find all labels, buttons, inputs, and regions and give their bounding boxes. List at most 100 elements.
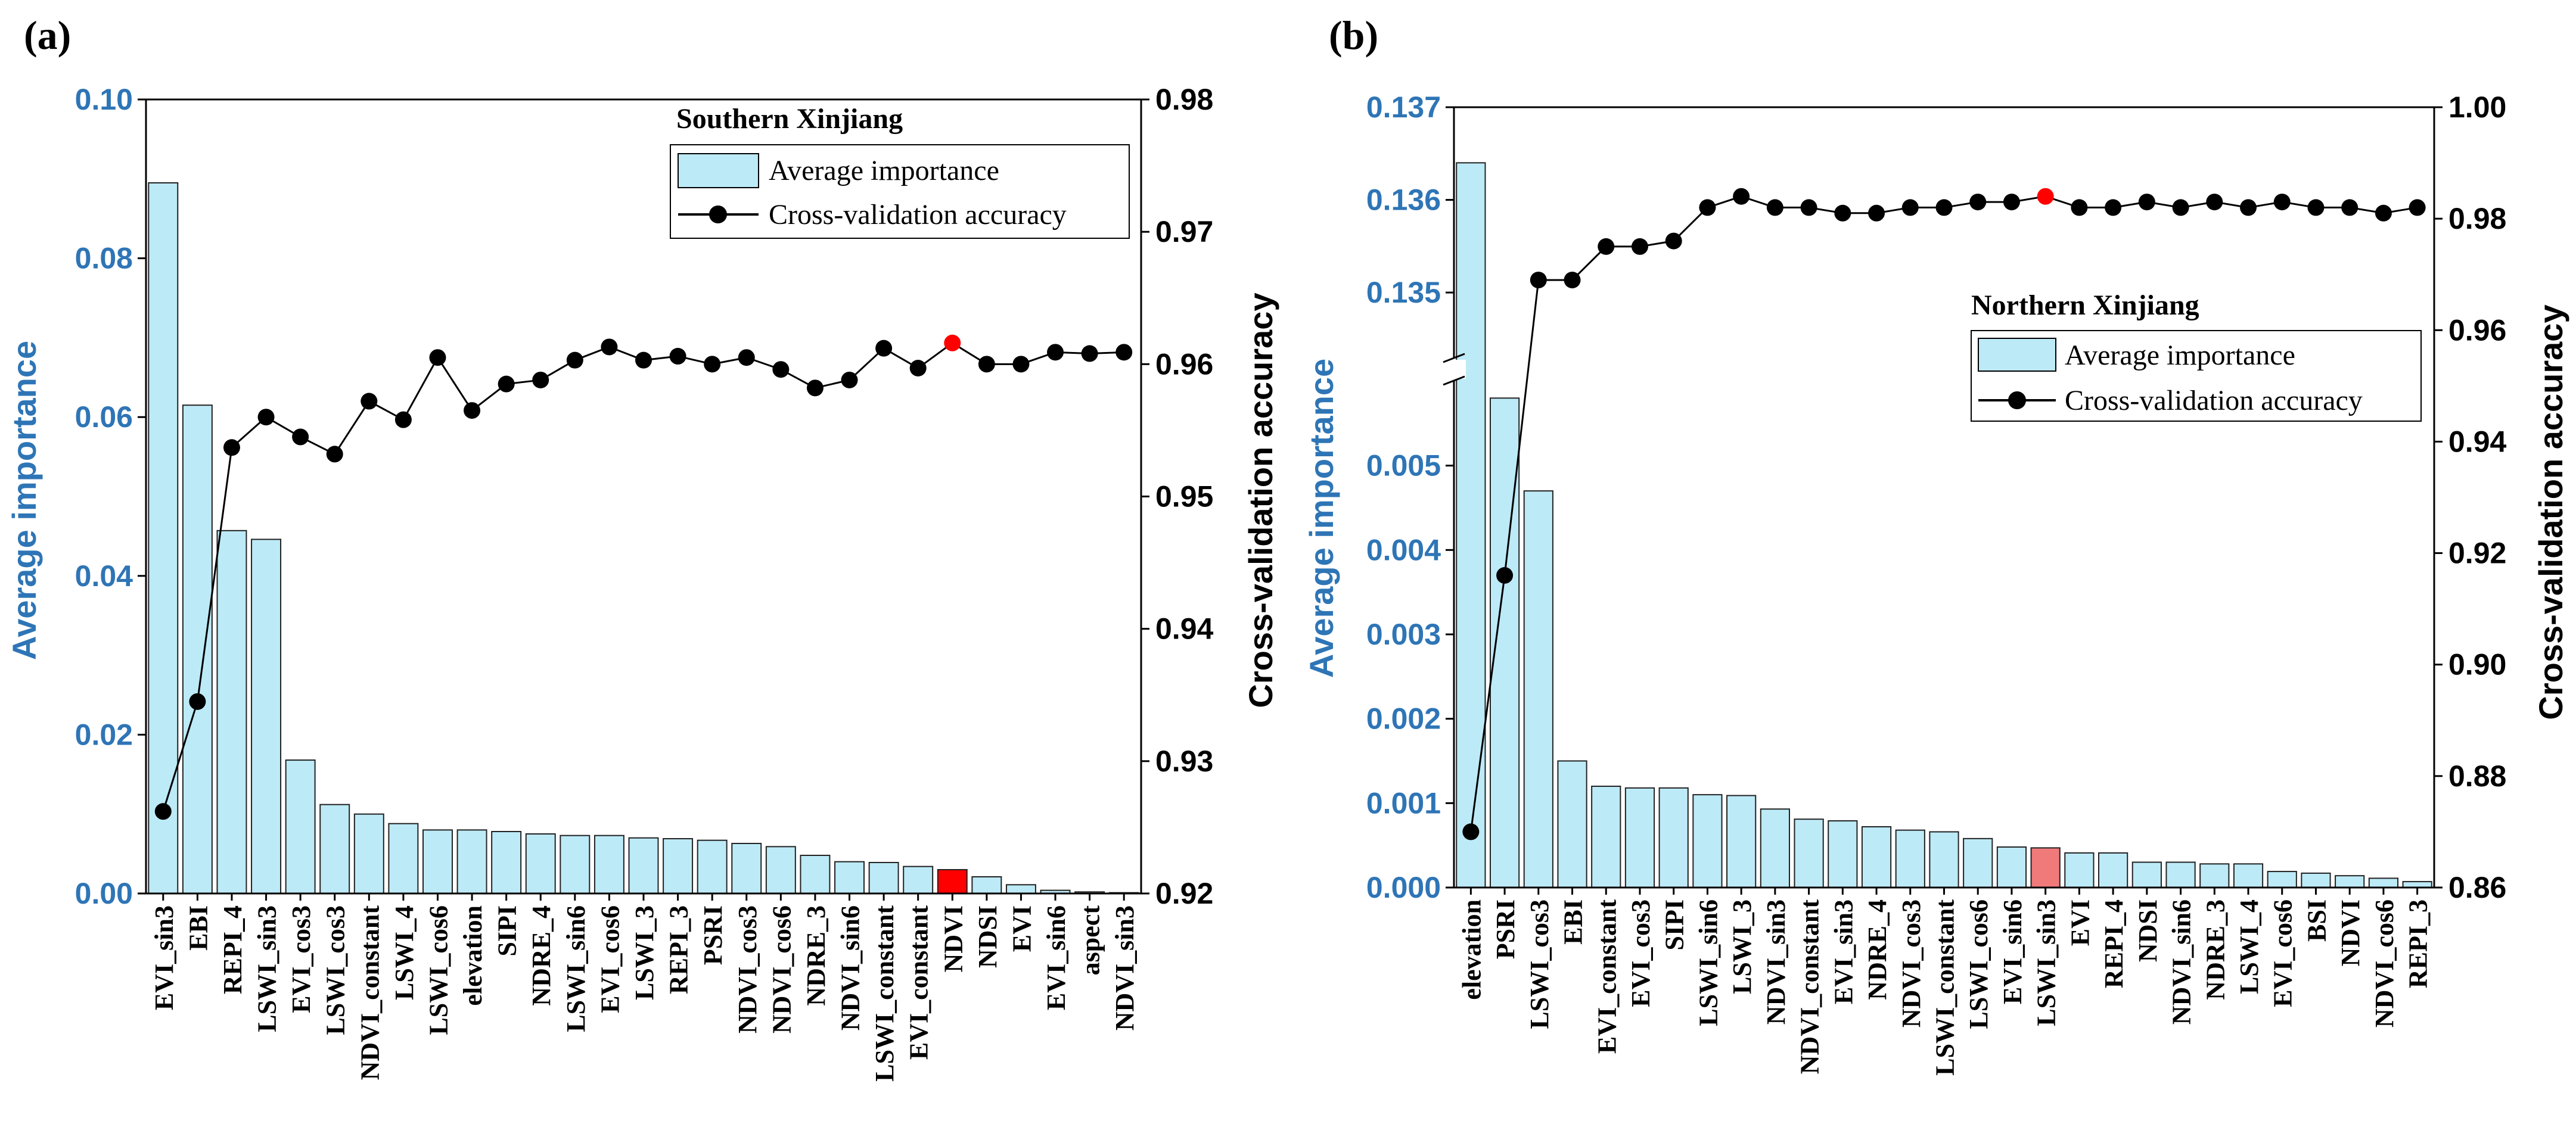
y-tick-label: 0.001 bbox=[1366, 786, 1441, 820]
y2-tick-label: 0.97 bbox=[1155, 215, 1213, 248]
accuracy-point-LSWI_constant bbox=[875, 340, 893, 357]
x-tick-label-EVI_cos6: EVI_cos6 bbox=[595, 905, 624, 1013]
x-tick-label-NDVI_sin3: NDVI_sin3 bbox=[1761, 899, 1791, 1025]
x-tick-label-EVI: EVI bbox=[2065, 899, 2095, 946]
y2-tick-label: 0.96 bbox=[1155, 347, 1213, 381]
bar-NDVI_sin6 bbox=[2165, 861, 2196, 888]
x-tick-label-REPI_3: REPI_3 bbox=[664, 905, 694, 994]
accuracy-point-LSWI_sin6 bbox=[1699, 199, 1716, 216]
bar-NDVI_sin3 bbox=[1760, 808, 1790, 888]
bar-REPI_3 bbox=[663, 838, 694, 894]
x-tick-label-NDRE_4: NDRE_4 bbox=[1863, 899, 1892, 1000]
x-tick-label-elevation: elevation bbox=[458, 905, 487, 1006]
accuracy-point-NDVI_sin6 bbox=[841, 371, 858, 388]
bar-LSWI_4 bbox=[2233, 863, 2264, 889]
x-tick-label-EVI_cos3: EVI_cos3 bbox=[1626, 899, 1655, 1007]
bar-NDVI_cos6 bbox=[2368, 877, 2399, 888]
accuracy-point-BSI bbox=[2307, 199, 2325, 216]
bar-NDVI bbox=[937, 869, 968, 895]
bar-NDVI_sin6 bbox=[834, 861, 865, 895]
panel-b-legend-title: Northern Xinjiang bbox=[1971, 289, 2199, 321]
x-tick-label-BSI: BSI bbox=[2302, 899, 2331, 942]
accuracy-point-LSWI_4 bbox=[394, 411, 412, 428]
accuracy-point-LSWI_cos6 bbox=[1969, 194, 1987, 211]
x-tick-label-NDVI_cos3: NDVI_cos3 bbox=[1897, 899, 1926, 1028]
x-tick-label-NDSI: NDSI bbox=[2133, 899, 2162, 962]
bar-EBI bbox=[1557, 760, 1587, 888]
accuracy-point-EVI_cos3 bbox=[292, 428, 309, 446]
bar-EVI_cos6 bbox=[2267, 871, 2297, 889]
x-tick-label-EVI_sin6: EVI_sin6 bbox=[1998, 899, 2027, 1004]
accuracy-point-PSRI bbox=[704, 356, 721, 373]
accuracy-point-LSWI_cos3 bbox=[326, 446, 343, 463]
x-tick-label-aspect: aspect bbox=[1076, 905, 1105, 976]
panel-a-y2label: Cross-validation accuracy bbox=[1242, 292, 1279, 708]
accuracy-point-NDVI bbox=[944, 334, 961, 351]
accuracy-point-PSRI bbox=[1496, 567, 1514, 584]
x-tick-label-LSWI_3: LSWI_3 bbox=[1727, 899, 1757, 994]
bar-LSWI_3 bbox=[1726, 795, 1757, 889]
bar-EVI_sin6 bbox=[1996, 846, 2027, 888]
accuracy-point-NDVI bbox=[2341, 199, 2359, 216]
panel-b-label: (b) bbox=[1329, 13, 1378, 58]
bar-NDSI bbox=[2131, 861, 2162, 888]
accuracy-point-LSWI_cos6 bbox=[429, 349, 446, 366]
y2-tick-label: 0.96 bbox=[2448, 313, 2506, 347]
accuracy-point-LSWI_3 bbox=[1733, 188, 1750, 205]
y2-tick-label: 0.93 bbox=[1155, 745, 1213, 778]
bar-LSWI_sin3 bbox=[251, 538, 282, 894]
y2-tick-label: 0.94 bbox=[2448, 425, 2507, 458]
accuracy-point-NDVI_cos6 bbox=[2375, 204, 2392, 222]
accuracy-point-EVI_constant bbox=[909, 359, 927, 376]
bar-NDRE_4 bbox=[1861, 826, 1892, 888]
x-tick-label-NDRE_4: NDRE_4 bbox=[527, 905, 556, 1006]
x-tick-label-NDVI_sin6: NDVI_sin6 bbox=[2167, 899, 2196, 1025]
accuracy-point-LSWI_cos3 bbox=[1530, 272, 1547, 289]
accuracy-point-NDVI_constant bbox=[1800, 199, 1817, 216]
x-tick-label-LSWI_sin3: LSWI_sin3 bbox=[253, 905, 282, 1032]
y-tick-label: 0.00 bbox=[75, 877, 133, 910]
panel-a-chart: (a) 0.00 0.02 0.04 0.06 0.08 0.10 0.92 0.93 0.94… bbox=[5, 13, 1279, 1082]
accuracy-point-NDRE_4 bbox=[532, 371, 549, 388]
panel-a-legend-line-label: Cross-validation accuracy bbox=[769, 199, 1067, 231]
bar-SIPI bbox=[1658, 787, 1689, 889]
panel-a-ylabel: Average importance bbox=[5, 341, 43, 660]
y-tick-label: 0.10 bbox=[75, 83, 133, 116]
x-tick-label-NDVI_constant: NDVI_constant bbox=[355, 905, 384, 1081]
panel-b-legend-bar-label: Average importance bbox=[2065, 340, 2295, 371]
accuracy-point-LSWI_sin3 bbox=[257, 409, 275, 426]
panel-b-ylabel: Average importance bbox=[1303, 359, 1340, 678]
x-tick-label-EVI_sin6: EVI_sin6 bbox=[1042, 905, 1071, 1010]
bar-EVI_cos3 bbox=[285, 759, 316, 895]
bar-NDVI_cos6 bbox=[765, 846, 796, 895]
x-tick-label-REPI_4: REPI_4 bbox=[2099, 899, 2128, 988]
x-tick-label-SIPI: SIPI bbox=[1660, 899, 1689, 951]
panel-a-legend-bar-swatch bbox=[678, 153, 759, 188]
x-tick-label-REPI_4: REPI_4 bbox=[218, 905, 247, 994]
accuracy-point-REPI_3 bbox=[2409, 199, 2426, 216]
bar-REPI_4 bbox=[216, 530, 247, 894]
x-tick-label-PSRI: PSRI bbox=[698, 905, 728, 965]
x-tick-label-NDRE_3: NDRE_3 bbox=[2201, 899, 2230, 1000]
y2-tick-label: 0.98 bbox=[1155, 83, 1213, 116]
x-tick-label-EVI_constant: EVI_constant bbox=[905, 905, 934, 1060]
accuracy-point-SIPI bbox=[1665, 232, 1682, 250]
x-tick-label-LSWI_constant: LSWI_constant bbox=[870, 905, 899, 1082]
x-tick-label-NDRE_3: NDRE_3 bbox=[801, 905, 831, 1006]
bar-LSWI_constant bbox=[1929, 831, 1959, 888]
y-tick-label: 0.003 bbox=[1366, 618, 1441, 651]
accuracy-point-LSWI_3 bbox=[635, 351, 652, 369]
y-tick-label: 0.002 bbox=[1366, 702, 1441, 736]
x-tick-label-LSWI_4: LSWI_4 bbox=[390, 905, 419, 1000]
accuracy-point-EBI bbox=[1564, 272, 1581, 289]
accuracy-point-elevation bbox=[464, 402, 481, 419]
y-tick-label: 0.136 bbox=[1366, 183, 1441, 217]
bar-LSWI_4 bbox=[388, 823, 419, 895]
accuracy-point-aspect bbox=[1081, 345, 1098, 362]
bar-LSWI_3 bbox=[628, 837, 659, 894]
x-tick-label-EVI: EVI bbox=[1007, 905, 1036, 952]
accuracy-point-NDVI_sin3 bbox=[1115, 344, 1133, 361]
y2-tick-label: 0.86 bbox=[2448, 871, 2506, 904]
y-tick-label: 0.04 bbox=[75, 559, 133, 593]
